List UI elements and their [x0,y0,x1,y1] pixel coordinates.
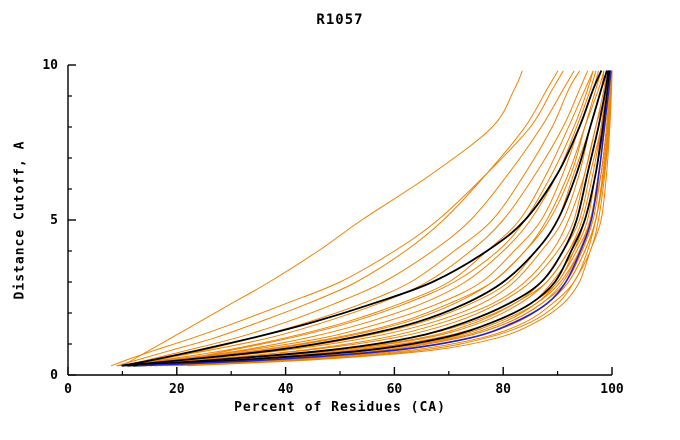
x-axis-label: Percent of Residues (CA) [234,400,446,415]
x-tick-label: 40 [278,382,294,397]
curve-model-19 [138,70,611,367]
curve-model-blue [137,70,612,367]
y-tick-label: 10 [42,58,58,73]
curve-model-05 [116,70,588,367]
curve-model-04 [127,70,580,367]
y-tick-label: 5 [50,213,58,228]
curve-model-black-1 [121,70,602,367]
curves-group [111,70,613,367]
x-tick-label: 0 [64,382,72,397]
curve-model-06 [121,70,594,367]
curve-model-27 [176,70,613,367]
curve-model-07 [132,70,597,367]
curve-model-18 [149,70,610,367]
curve-model-black-2 [121,70,608,367]
curve-model-01 [121,70,523,367]
x-tick-label: 20 [169,382,185,397]
curve-model-21 [143,70,612,367]
curve-model-24 [165,70,612,367]
curve-model-14 [127,70,610,367]
curve-model-28 [187,70,613,367]
curve-model-29 [132,70,594,367]
curve-model-23 [149,70,612,367]
curve-model-25 [154,70,612,367]
y-tick-label: 0 [50,368,58,383]
curve-model-02 [116,70,559,367]
plot-title: R1057 [316,12,364,28]
x-tick-label: 100 [600,382,624,397]
y-axis-label: Distance Cutoff, A [12,140,28,300]
curve-model-03 [121,70,575,367]
curve-model-26 [170,70,613,367]
curve-model-10 [116,70,605,367]
curve-model-black-3 [126,70,610,367]
curve-model-16 [143,70,610,367]
x-tick-label: 80 [495,382,511,397]
curve-model-black-4 [132,70,611,367]
curve-model-30 [111,70,564,367]
x-tick-label: 60 [387,382,403,397]
